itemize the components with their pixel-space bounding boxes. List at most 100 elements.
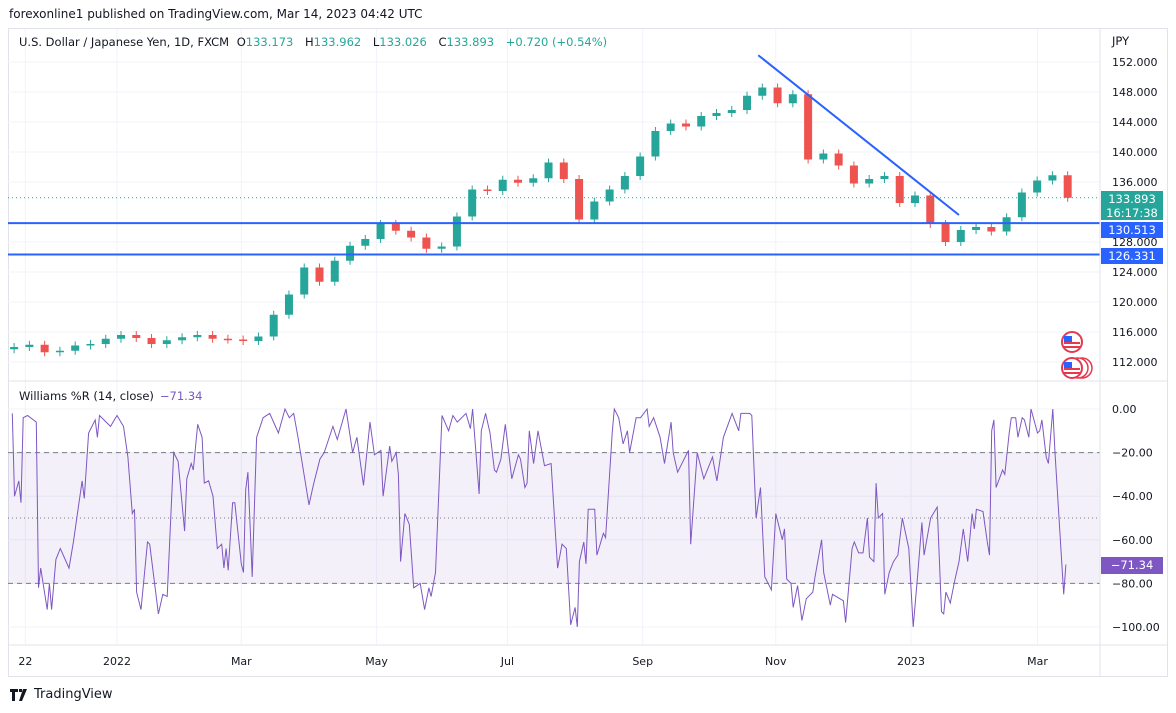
candle[interactable] [468, 189, 477, 217]
candle[interactable] [193, 335, 202, 338]
us-flag-event-icon[interactable] [1061, 331, 1083, 353]
candle[interactable] [284, 294, 293, 315]
candle[interactable] [895, 176, 904, 203]
candle[interactable] [391, 224, 400, 231]
candle[interactable] [712, 113, 721, 116]
candle[interactable] [25, 344, 34, 347]
candle[interactable] [819, 153, 828, 160]
publisher-line: forexonline1 published on TradingView.co… [9, 7, 423, 21]
candle[interactable] [1017, 192, 1026, 218]
candle[interactable] [865, 179, 874, 184]
williams-value: −71.34 [159, 389, 203, 403]
candle[interactable] [498, 179, 507, 191]
candle[interactable] [269, 314, 278, 337]
candle[interactable] [636, 156, 645, 177]
candle[interactable] [1033, 180, 1042, 193]
footer-brand[interactable]: TradingView [10, 687, 113, 702]
candle[interactable] [681, 123, 690, 127]
candle[interactable] [758, 87, 767, 96]
candle[interactable] [727, 110, 736, 113]
candle[interactable] [605, 189, 614, 202]
change-value: +0.720 (+0.54%) [505, 35, 608, 49]
candle[interactable] [117, 335, 125, 339]
candle[interactable] [804, 94, 813, 160]
candle[interactable] [483, 189, 492, 192]
drawings [8, 54, 1100, 256]
time-tick-label: Mar [1027, 655, 1048, 668]
candle[interactable] [254, 336, 263, 342]
candle[interactable] [544, 162, 553, 179]
candle[interactable] [55, 350, 64, 353]
candle[interactable] [361, 239, 370, 246]
us-flag-events-stack-icon[interactable] [1061, 357, 1093, 379]
candle[interactable] [132, 335, 141, 338]
trend-line[interactable] [757, 54, 960, 216]
candle[interactable] [452, 216, 461, 247]
candle[interactable] [86, 344, 95, 346]
support-line-label-2: 126.331 [1101, 248, 1163, 264]
candle[interactable] [651, 131, 660, 157]
candle[interactable] [437, 246, 446, 249]
low-label: L [372, 35, 380, 49]
candle[interactable] [590, 201, 599, 220]
candle[interactable] [1002, 217, 1011, 232]
open-value: 133.173 [245, 35, 294, 49]
candle[interactable] [559, 162, 568, 180]
candle[interactable] [376, 224, 385, 239]
candle[interactable] [101, 338, 110, 344]
williams-tick-label: −40.00 [1112, 490, 1153, 503]
williams-legend[interactable]: Williams %R (14, close) −71.34 [19, 389, 202, 403]
candle[interactable] [697, 116, 706, 127]
candle[interactable] [223, 338, 232, 341]
candle[interactable] [330, 260, 339, 282]
candle[interactable] [208, 335, 217, 339]
candle[interactable] [880, 176, 889, 179]
candle[interactable] [666, 123, 675, 132]
candle[interactable] [1063, 175, 1072, 198]
candle[interactable] [529, 178, 538, 183]
price-tick-label: 136.000 [1112, 176, 1158, 189]
candle[interactable] [346, 245, 355, 261]
close-label: C [438, 35, 447, 49]
candle[interactable] [926, 195, 935, 225]
candle[interactable] [834, 153, 843, 166]
candle[interactable] [162, 340, 171, 344]
grid [8, 29, 1100, 645]
candle[interactable] [239, 339, 248, 342]
last-price-value: 133.893 [1108, 192, 1156, 206]
candle[interactable] [71, 345, 80, 351]
candle[interactable] [178, 337, 187, 341]
price-axis[interactable]: 152.000 148.000 144.000 140.000 136.000 128.0… [1112, 56, 1158, 369]
candle[interactable] [575, 179, 584, 220]
candle[interactable] [956, 230, 965, 242]
support-line-label-1: 130.513 [1101, 222, 1163, 238]
time-axis[interactable]: 22 2022 Mar May Jul Sep Nov 2023 Mar [18, 655, 1048, 668]
symbol-legend[interactable]: U.S. Dollar / Japanese Yen, 1D, FXCM O13… [19, 35, 611, 49]
candle[interactable] [620, 176, 629, 190]
candle[interactable] [10, 347, 19, 350]
candle[interactable] [407, 230, 416, 238]
price-tick-label: 152.000 [1112, 56, 1158, 69]
candle[interactable] [315, 267, 324, 282]
candle[interactable] [972, 227, 981, 230]
candle[interactable] [910, 195, 919, 204]
candle[interactable] [300, 267, 309, 295]
williams-tick-label: −20.00 [1112, 447, 1153, 460]
williams-axis[interactable]: 0.00 −20.00 −40.00 −60.00 −80.00 −100.00 [1112, 403, 1160, 634]
candle[interactable] [743, 95, 752, 110]
candle[interactable] [941, 224, 950, 242]
open-label: O [236, 35, 246, 49]
candle[interactable] [40, 344, 49, 353]
price-tick-label: 128.000 [1112, 236, 1158, 249]
candle[interactable] [788, 94, 797, 104]
candle[interactable] [849, 165, 858, 184]
candle[interactable] [773, 87, 782, 104]
price-tick-label: 120.000 [1112, 296, 1158, 309]
candle[interactable] [987, 227, 996, 232]
candle[interactable] [422, 237, 431, 249]
candle[interactable] [1048, 175, 1057, 181]
candle[interactable] [513, 179, 522, 183]
candle[interactable] [147, 338, 156, 344]
time-tick-label: Mar [231, 655, 252, 668]
